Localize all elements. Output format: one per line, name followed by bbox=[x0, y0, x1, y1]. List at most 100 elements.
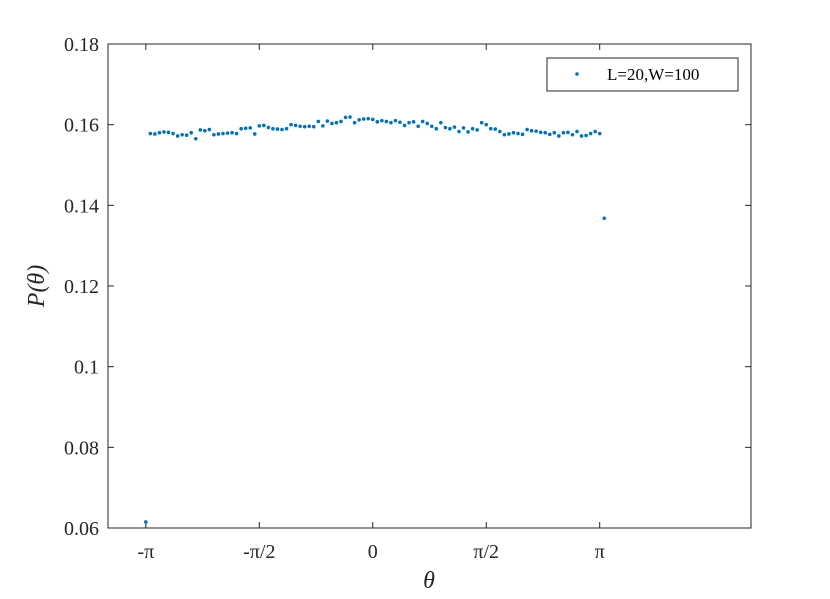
data-point bbox=[389, 120, 393, 125]
data-point bbox=[343, 115, 348, 120]
data-point bbox=[434, 126, 439, 131]
data-point bbox=[234, 131, 239, 136]
data-point bbox=[348, 115, 352, 119]
x-tick-label: 0 bbox=[368, 541, 378, 563]
data-point bbox=[547, 132, 552, 137]
y-tick-label: 0.18 bbox=[64, 34, 99, 56]
data-point bbox=[271, 126, 275, 131]
y-tick-label: 0.06 bbox=[64, 518, 99, 540]
data-point bbox=[420, 119, 425, 124]
data-point bbox=[529, 128, 534, 133]
y-tick-label: 0.08 bbox=[64, 437, 99, 459]
y-tick-label: 0.14 bbox=[64, 195, 99, 217]
y-tick-label: 0.16 bbox=[64, 115, 99, 137]
data-point bbox=[584, 133, 588, 138]
data-point bbox=[162, 130, 166, 134]
data-point bbox=[543, 130, 548, 135]
data-point bbox=[507, 132, 511, 136]
y-axis: 0.06 0.08 0.1 0.12 0.14 0.16 0.18 bbox=[64, 34, 751, 540]
data-point bbox=[461, 126, 466, 130]
data-point bbox=[479, 120, 484, 125]
data-point bbox=[153, 132, 157, 136]
data-point bbox=[334, 120, 339, 125]
data-point bbox=[325, 119, 330, 123]
data-point bbox=[262, 123, 266, 128]
data-point bbox=[212, 132, 216, 137]
data-point bbox=[311, 124, 316, 129]
data-point bbox=[602, 216, 607, 221]
data-point bbox=[475, 128, 479, 132]
data-point bbox=[588, 131, 593, 136]
data-point bbox=[502, 132, 507, 137]
legend-box bbox=[546, 57, 739, 92]
data-point bbox=[216, 132, 221, 136]
data-point bbox=[557, 134, 561, 138]
data-point bbox=[289, 122, 293, 127]
data-point bbox=[275, 127, 280, 131]
data-point bbox=[366, 116, 371, 121]
data-point bbox=[302, 124, 307, 129]
data-point bbox=[538, 130, 543, 135]
legend: L=20,W=100 bbox=[546, 57, 739, 92]
plot-area bbox=[107, 43, 752, 529]
data-point bbox=[184, 133, 189, 137]
data-point bbox=[230, 130, 234, 135]
data-point bbox=[380, 118, 384, 123]
x-tick-label: -π/2 bbox=[243, 541, 275, 563]
data-point bbox=[488, 126, 493, 131]
data-point bbox=[411, 120, 416, 124]
data-point bbox=[225, 131, 230, 135]
data-point bbox=[207, 127, 212, 132]
data-point bbox=[248, 126, 253, 130]
data-point bbox=[284, 126, 289, 131]
x-tick-label: π bbox=[595, 541, 605, 563]
data-point bbox=[425, 121, 430, 126]
data-point bbox=[443, 125, 448, 130]
legend-label: L=20,W=100 bbox=[607, 65, 699, 84]
data-point bbox=[330, 121, 334, 126]
x-axis: -π -π/2 0 π/2 π bbox=[137, 44, 605, 563]
data-point bbox=[203, 128, 207, 133]
data-point bbox=[243, 126, 248, 131]
data-point bbox=[452, 125, 457, 129]
data-point bbox=[466, 130, 470, 134]
data-point bbox=[534, 129, 538, 133]
x-tick-label: -π bbox=[137, 541, 154, 563]
data-point bbox=[298, 124, 302, 129]
data-point bbox=[498, 129, 502, 134]
data-point bbox=[407, 120, 411, 125]
y-tick-label: 0.1 bbox=[74, 357, 99, 379]
data-point bbox=[457, 129, 461, 134]
data-point bbox=[370, 117, 375, 122]
data-point bbox=[293, 123, 298, 128]
y-axis-label: P(θ) bbox=[24, 265, 50, 308]
data-point bbox=[525, 127, 529, 132]
data-point bbox=[566, 130, 570, 135]
data-point bbox=[570, 132, 575, 137]
data-point bbox=[221, 131, 225, 136]
data-point bbox=[321, 124, 325, 128]
data-point bbox=[239, 126, 243, 131]
data-point bbox=[266, 125, 271, 130]
data-point bbox=[511, 130, 516, 135]
data-point bbox=[439, 120, 443, 125]
x-tick-label: π/2 bbox=[473, 541, 499, 563]
data-point bbox=[339, 119, 343, 124]
data-points bbox=[144, 115, 607, 524]
data-point bbox=[180, 132, 184, 137]
data-point bbox=[316, 119, 321, 124]
data-point bbox=[307, 124, 312, 129]
data-point bbox=[357, 118, 361, 122]
data-point bbox=[171, 131, 175, 136]
data-point bbox=[402, 123, 407, 128]
data-point bbox=[470, 126, 475, 131]
data-point bbox=[416, 124, 420, 129]
data-point bbox=[257, 124, 262, 128]
data-point bbox=[520, 132, 525, 137]
data-point bbox=[189, 130, 194, 135]
data-point bbox=[561, 130, 566, 135]
data-point bbox=[280, 127, 284, 132]
data-point bbox=[493, 127, 498, 131]
data-point bbox=[448, 126, 452, 131]
data-point bbox=[198, 128, 203, 132]
